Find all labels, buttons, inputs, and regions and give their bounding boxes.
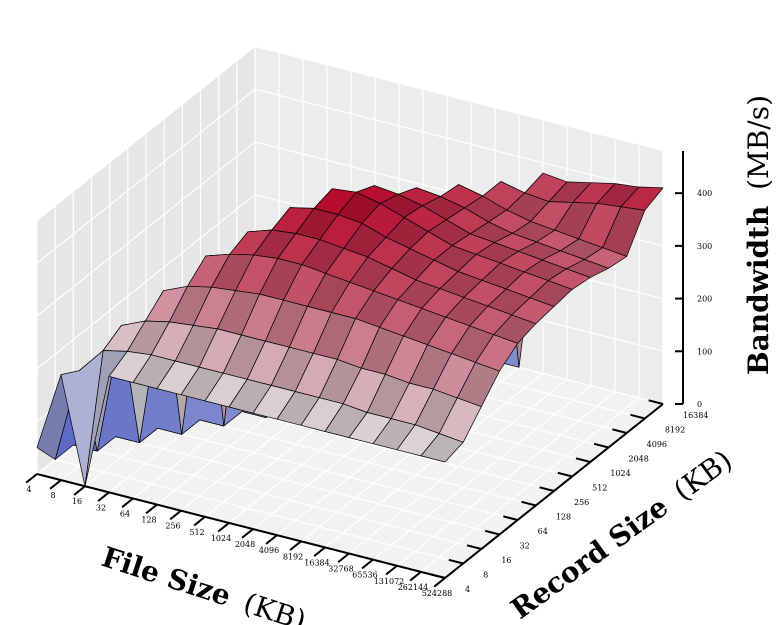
x-tick-mark: [241, 528, 254, 539]
x-tick-label: 512: [189, 528, 204, 537]
y-tick-label: 512: [592, 484, 607, 493]
z-axis-title: Bandwidth (MB/s): [742, 95, 775, 375]
z-axis: 0 100 200 300 400: [675, 151, 712, 409]
x-tick-label: 256: [165, 522, 180, 531]
x-tick-label: 4096: [259, 546, 279, 555]
x-tick-label: 131072: [374, 577, 405, 586]
axes: 4816326412825651210242048409681921638432…: [25, 151, 712, 598]
y-tick-mark: [448, 558, 464, 565]
x-tick-label: 8192: [283, 552, 303, 561]
x-tick-label: 4: [26, 485, 31, 494]
y-tick-mark: [648, 399, 664, 405]
y-tick-label: 64: [538, 527, 548, 536]
y-tick-mark: [503, 515, 518, 521]
x-tick-mark: [265, 534, 278, 545]
y-tick-mark: [539, 486, 555, 492]
y-tick-label: 8192: [665, 426, 685, 435]
z-tick-label: 200: [697, 295, 712, 304]
x-tick-mark: [313, 546, 326, 557]
grid-line-z: [36, 88, 664, 264]
x-tick-label: 32: [96, 503, 106, 512]
x-axis: 4 8 16 32 64 128 256 512 1024 2048 4096 81921638432…: [25, 473, 453, 598]
x-tick-mark: [337, 552, 350, 564]
x-tick-label: 524288: [422, 589, 453, 598]
x-tick-mark: [289, 540, 302, 551]
x-tick-label: 65536: [352, 571, 377, 580]
y-tick-label: 128: [556, 513, 571, 522]
x-tick-mark: [49, 479, 62, 490]
y-tick-mark: [521, 500, 537, 507]
x-tick-label: 8: [50, 491, 55, 500]
x-tick-mark: [169, 509, 182, 521]
x-tick-label: 32768: [328, 565, 353, 574]
y-tick-label: 16384: [683, 411, 708, 420]
z-axis-title-unit: (MB/s): [742, 95, 775, 190]
x-tick-mark: [217, 522, 230, 533]
x-tick-mark: [97, 491, 110, 502]
x-tick-label: 262144: [398, 583, 429, 592]
x-axis-title-label: File Size: [98, 540, 235, 613]
y-tick-mark: [466, 544, 482, 550]
y-axis-title-unit: (KB): [668, 443, 739, 507]
y-tick-mark: [575, 457, 591, 463]
x-tick-label: 16: [72, 497, 82, 506]
y-tick-label: 2048: [629, 455, 649, 464]
surface-patch: [420, 433, 464, 463]
y-tick-mark: [430, 573, 446, 579]
y-tick-mark: [612, 428, 627, 434]
y-tick-label: 4096: [647, 440, 667, 449]
y-tick-mark: [593, 442, 609, 449]
x-tick-mark: [385, 564, 398, 576]
x-tick-label: 2048: [235, 540, 255, 549]
x-tick-mark: [433, 577, 446, 588]
y-tick-mark: [557, 471, 573, 478]
z-tick-label: 100: [697, 347, 712, 356]
surface-patches: [36, 172, 664, 487]
z-tick-label: 400: [697, 189, 712, 198]
z-tick-label: 300: [697, 242, 712, 251]
y-tick-label: 8: [483, 571, 488, 580]
x-tick-mark: [145, 503, 158, 515]
x-tick-mark: [121, 497, 134, 508]
x-tick-mark: [361, 558, 374, 570]
x-tick-label: 1024: [211, 534, 231, 543]
x-tick-label: 128: [141, 516, 156, 525]
x-axis-line: [36, 473, 446, 579]
y-tick-label: 256: [574, 498, 589, 507]
x-tick-label: 64: [120, 509, 130, 518]
x-tick-mark: [409, 571, 422, 582]
x-tick-mark: [193, 516, 206, 527]
y-tick-label: 32: [520, 542, 530, 551]
x-tick-label: 16384: [304, 558, 329, 567]
z-axis-title-label: Bandwidth: [742, 206, 775, 375]
y-tick-label: 4: [465, 585, 470, 594]
y-tick-mark: [484, 529, 500, 536]
z-tick-label: 0: [697, 400, 702, 409]
x-tick-mark: [25, 473, 38, 484]
x-tick-mark: [73, 485, 86, 496]
y-tick-mark: [630, 413, 646, 420]
x-axis-title-unit: (KB): [240, 586, 310, 625]
y-tick-label: 16: [501, 556, 511, 565]
y-tick-label: 1024: [610, 469, 630, 478]
